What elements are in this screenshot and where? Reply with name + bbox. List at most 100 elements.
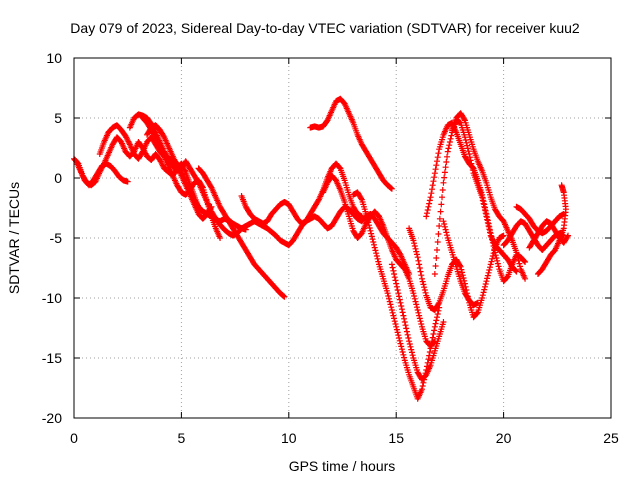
data-point: [448, 132, 455, 139]
data-point: [431, 323, 438, 330]
data-point: [435, 150, 442, 157]
data-point: [425, 203, 432, 210]
chart-title: Day 079 of 2023, Sidereal Day-to-day VTE…: [70, 20, 580, 36]
data-point: [406, 338, 413, 345]
data-point: [486, 264, 493, 271]
data-point: [479, 292, 486, 299]
data-point: [391, 271, 398, 277]
data-point: [371, 241, 378, 248]
y-tick-label: -20: [42, 410, 62, 426]
y-tick-label: 0: [54, 170, 62, 186]
data-point: [373, 253, 380, 259]
data-point: [393, 280, 400, 287]
data-point: [488, 258, 495, 265]
data-point: [558, 182, 565, 189]
data-point: [427, 345, 434, 352]
data-point: [493, 255, 500, 261]
data-point: [430, 178, 437, 185]
data-point: [399, 309, 406, 316]
data-point: [463, 139, 470, 146]
data-point: [456, 262, 463, 269]
data-point: [466, 151, 473, 157]
data-point: [124, 178, 131, 185]
x-tick-label: 10: [281, 430, 297, 446]
data-point: [432, 263, 439, 269]
data-point: [418, 321, 425, 327]
data-point: [281, 293, 288, 300]
data-point: [396, 335, 403, 341]
data-point: [405, 335, 412, 341]
y-tick-label: -15: [42, 350, 62, 366]
data-point: [412, 245, 419, 252]
data-point: [397, 340, 404, 347]
data-point: [413, 251, 420, 258]
data-point: [440, 179, 447, 186]
data-point: [384, 290, 391, 297]
y-tick-label: 10: [46, 50, 62, 66]
data-point: [398, 346, 405, 353]
data-point: [486, 226, 493, 233]
data-point: [411, 240, 418, 247]
data-point: [387, 301, 394, 308]
data-point: [447, 135, 454, 142]
data-point: [408, 349, 415, 356]
data-point: [363, 213, 370, 220]
x-tick-label: 25: [603, 430, 619, 446]
data-point: [464, 145, 471, 152]
data-point: [439, 194, 446, 201]
data-point: [394, 287, 401, 293]
x-axis-label: GPS time / hours: [289, 458, 396, 474]
data-point: [393, 283, 400, 290]
data-point: [492, 249, 499, 256]
data-point: [375, 258, 382, 265]
data-point: [395, 290, 402, 297]
data-point: [400, 351, 407, 358]
data-point: [425, 356, 432, 363]
data-point: [422, 289, 429, 296]
plot-frame: [73, 57, 612, 419]
data-point: [459, 272, 466, 279]
data-point: [481, 207, 488, 213]
data-point: [484, 272, 491, 279]
data-point: [479, 197, 486, 204]
data-point: [564, 233, 571, 240]
y-tick-label: -10: [42, 290, 62, 306]
data-point: [565, 232, 572, 239]
data-point: [436, 215, 443, 222]
data-point: [443, 229, 450, 236]
data-point: [419, 278, 426, 285]
x-tick-label: 5: [178, 430, 186, 446]
data-point: [416, 265, 423, 271]
data-point: [386, 295, 393, 302]
data-point: [495, 263, 502, 270]
data-point: [411, 243, 418, 249]
data-point: [415, 257, 422, 264]
data-point: [486, 267, 493, 273]
data-point: [412, 298, 419, 305]
data-point: [398, 306, 405, 313]
data-point: [393, 326, 400, 333]
data-point: [369, 236, 376, 243]
data-point: [485, 223, 492, 229]
data-point: [398, 343, 405, 350]
data-point: [486, 229, 493, 236]
data-point: [398, 303, 405, 309]
data-point: [426, 349, 433, 355]
data-point: [418, 386, 425, 393]
data-point: [408, 346, 415, 353]
data-point: [416, 312, 423, 319]
data-point: [364, 216, 371, 223]
data-point: [423, 213, 430, 220]
data-point: [434, 158, 441, 165]
data-point: [367, 227, 374, 234]
data-point: [461, 116, 468, 123]
data-point: [474, 299, 481, 306]
x-tick-label: 15: [388, 430, 404, 446]
data-point: [389, 309, 396, 316]
data-point: [426, 200, 433, 207]
data-point: [411, 293, 418, 299]
data-point: [415, 309, 422, 316]
data-point: [514, 252, 521, 259]
data-point: [469, 167, 476, 173]
data-point: [521, 258, 528, 265]
